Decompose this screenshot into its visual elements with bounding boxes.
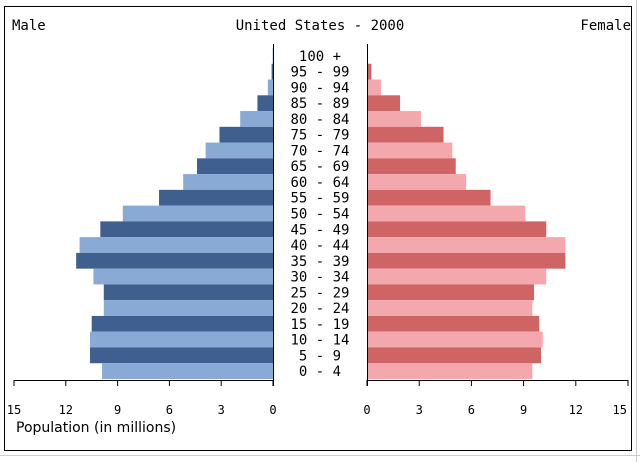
age-group-label: 80 - 84 bbox=[290, 112, 349, 128]
male-bar-40-44 bbox=[79, 237, 273, 253]
male-bar-35-39 bbox=[76, 252, 273, 269]
female-bar-40-44 bbox=[367, 237, 566, 253]
female-bar-35-39 bbox=[367, 252, 566, 269]
chart-title: United States - 2000 bbox=[236, 18, 405, 34]
male-bar-85-89 bbox=[257, 95, 273, 112]
male-bar-50-54 bbox=[122, 205, 273, 222]
female-header-label: Female bbox=[580, 18, 631, 34]
outer-border-bottom bbox=[0, 455, 640, 456]
female-bar-65-69 bbox=[367, 158, 456, 175]
age-group-label: 75 - 79 bbox=[290, 128, 349, 144]
male-bar-0-4 bbox=[102, 363, 273, 379]
male-tick-label: 6 bbox=[166, 403, 173, 417]
male-bar-10-14 bbox=[89, 331, 273, 348]
female-tick-label: 15 bbox=[613, 403, 627, 417]
female-bar-55-59 bbox=[367, 189, 491, 206]
chart-frame bbox=[4, 6, 632, 451]
male-tick-label: 15 bbox=[7, 403, 21, 417]
female-tick-label: 3 bbox=[416, 403, 423, 417]
x-axis-label: Population (in millions) bbox=[16, 420, 176, 436]
age-group-label: 65 - 69 bbox=[290, 159, 349, 175]
female-bar-30-34 bbox=[367, 268, 547, 285]
male-tick-label: 9 bbox=[114, 403, 121, 417]
female-bar-0-4 bbox=[367, 363, 533, 379]
female-bar-80-84 bbox=[367, 111, 421, 127]
male-bar-30-34 bbox=[93, 268, 274, 285]
female-bar-45-49 bbox=[367, 221, 547, 238]
female-bar-5-9 bbox=[367, 347, 541, 364]
age-group-label: 100 + bbox=[299, 49, 341, 65]
male-bar-95-99 bbox=[271, 63, 273, 80]
tick-labels: 15 12 9 6 3 0 0 3 6 9 12 15 bbox=[7, 403, 627, 417]
outer-border-right bbox=[636, 0, 637, 462]
male-bar-5-9 bbox=[89, 347, 273, 364]
male-bar-20-24 bbox=[103, 300, 273, 316]
age-group-label: 70 - 74 bbox=[290, 143, 349, 159]
male-tick-label: 3 bbox=[218, 403, 225, 417]
male-bar-75-79 bbox=[219, 126, 273, 143]
male-bar-55-59 bbox=[159, 189, 273, 206]
male-bar-65-69 bbox=[197, 158, 273, 175]
female-bars bbox=[367, 48, 566, 379]
female-bar-20-24 bbox=[367, 300, 533, 316]
female-bar-60-64 bbox=[367, 174, 467, 190]
age-group-label: 60 - 64 bbox=[290, 175, 349, 191]
male-bar-80-84 bbox=[240, 111, 273, 127]
female-bar-75-79 bbox=[367, 126, 444, 143]
age-group-label: 30 - 34 bbox=[290, 270, 349, 286]
male-header-label: Male bbox=[12, 18, 46, 34]
male-bar-15-19 bbox=[91, 315, 273, 332]
age-group-label: 35 - 39 bbox=[290, 254, 349, 270]
female-bar-10-14 bbox=[367, 331, 543, 348]
female-bar-70-74 bbox=[367, 142, 453, 159]
female-bar-90-94 bbox=[367, 79, 381, 96]
male-bar-60-64 bbox=[183, 174, 273, 190]
female-tick-label: 0 bbox=[363, 403, 370, 417]
female-bar-85-89 bbox=[367, 95, 401, 112]
male-bars bbox=[76, 48, 274, 379]
age-group-label: 95 - 99 bbox=[290, 65, 349, 81]
male-bar-45-49 bbox=[100, 221, 273, 238]
age-group-label: 20 - 24 bbox=[290, 301, 349, 317]
age-group-label: 15 - 19 bbox=[290, 317, 349, 333]
age-group-label: 50 - 54 bbox=[290, 207, 349, 223]
female-tick-label: 9 bbox=[520, 403, 527, 417]
male-bar-70-74 bbox=[205, 142, 273, 159]
female-bar-50-54 bbox=[367, 205, 526, 222]
female-bar-15-19 bbox=[367, 315, 540, 332]
age-group-label: 5 - 9 bbox=[299, 348, 341, 364]
male-bar-90-94 bbox=[267, 79, 273, 96]
age-group-label: 90 - 94 bbox=[290, 80, 349, 96]
female-bar-95-99 bbox=[367, 63, 372, 80]
age-group-label: 40 - 44 bbox=[290, 238, 349, 254]
female-tick-label: 6 bbox=[468, 403, 475, 417]
axes bbox=[13, 44, 629, 386]
age-group-label: 85 - 89 bbox=[290, 96, 349, 112]
age-group-label: 55 - 59 bbox=[290, 191, 349, 207]
male-bar-25-29 bbox=[103, 284, 273, 301]
male-tick-label: 0 bbox=[269, 403, 276, 417]
age-group-label: 45 - 49 bbox=[290, 222, 349, 238]
female-tick-label: 12 bbox=[569, 403, 583, 417]
male-tick-label: 12 bbox=[59, 403, 73, 417]
female-bar-25-29 bbox=[367, 284, 535, 301]
age-group-label: 0 - 4 bbox=[299, 364, 341, 380]
age-group-label: 10 - 14 bbox=[290, 333, 349, 349]
age-group-label: 25 - 29 bbox=[290, 285, 349, 301]
